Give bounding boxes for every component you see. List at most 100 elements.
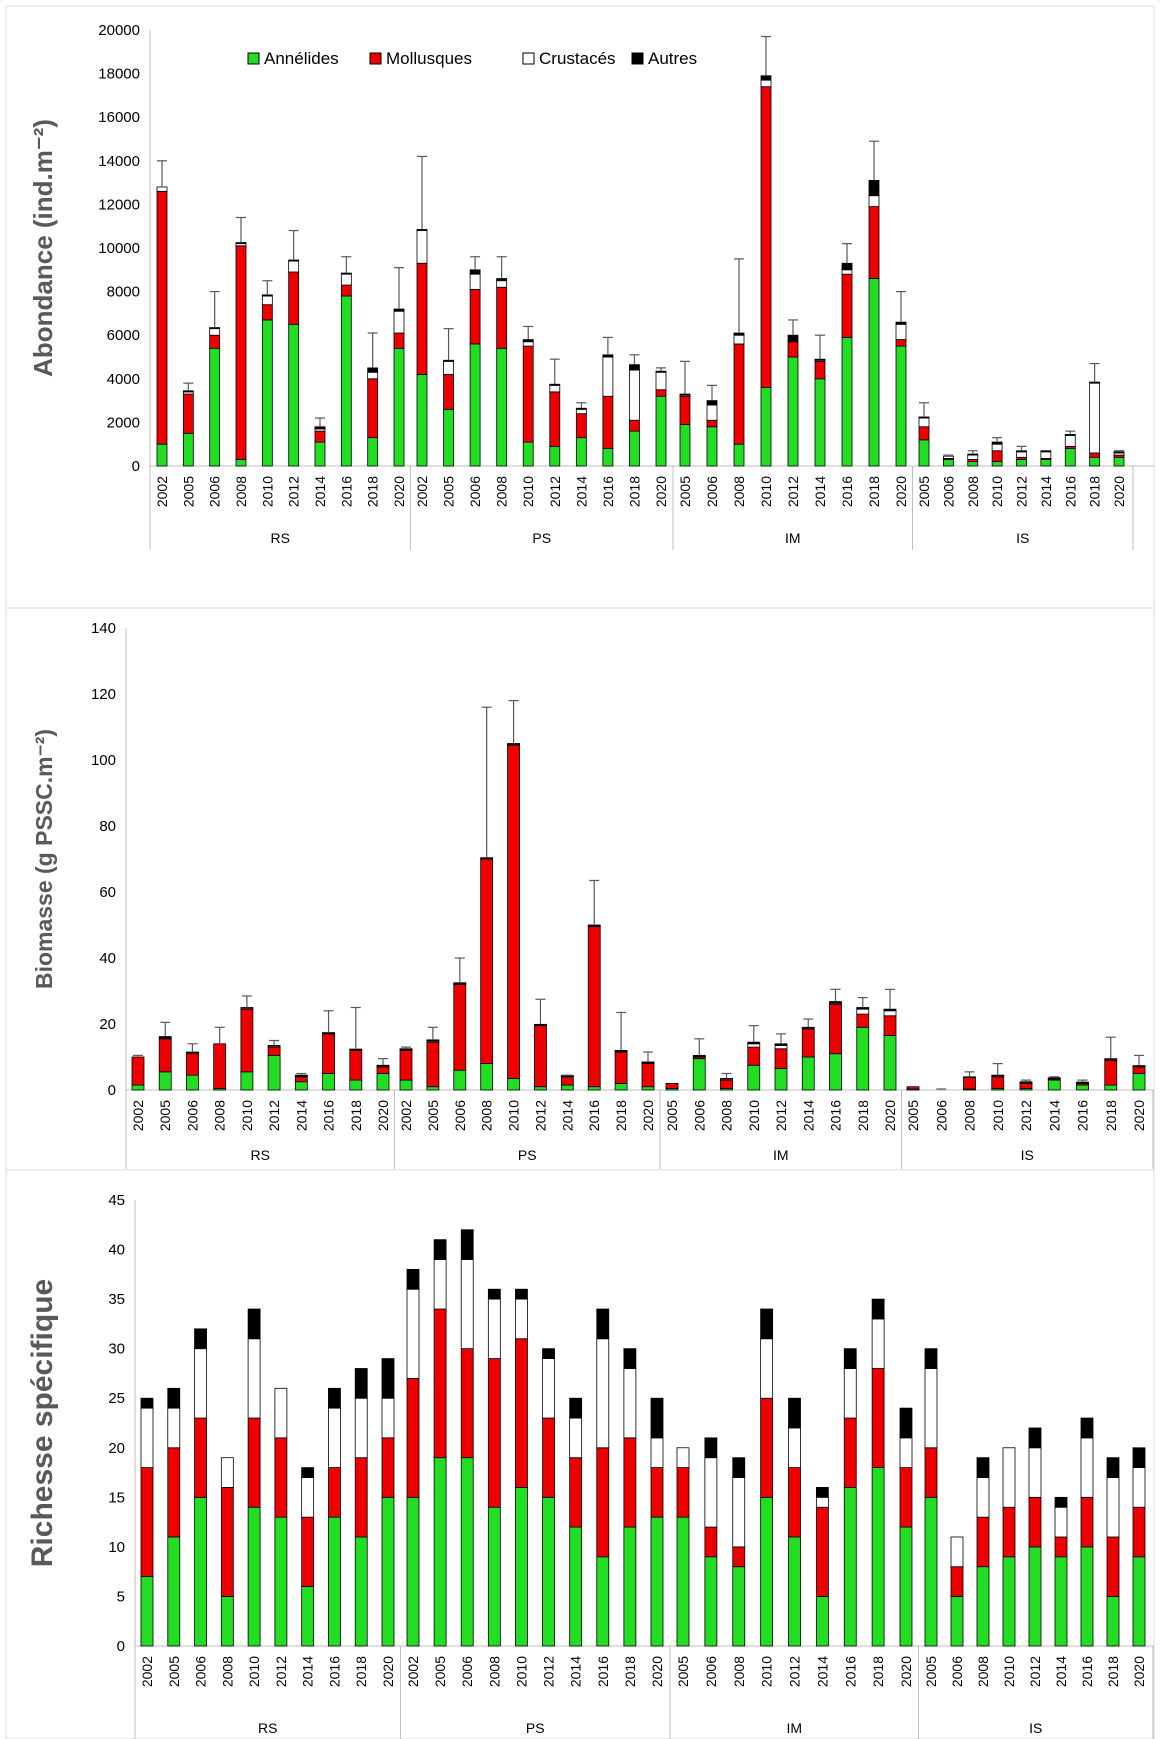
bar-segment-crustaces xyxy=(706,404,718,421)
site-label: IM xyxy=(773,1147,789,1163)
y-tick-label: 25 xyxy=(108,1390,125,1407)
x-tick-label: 2012 xyxy=(785,476,801,507)
bar-segment-annelides xyxy=(453,1069,467,1091)
bar-segment-autres xyxy=(140,1397,154,1409)
bar-segment-crustaces xyxy=(883,1010,897,1017)
site-label: RS xyxy=(251,1147,270,1163)
bar-segment-crustaces xyxy=(1028,1447,1042,1498)
bar-segment-mollusques xyxy=(841,273,853,338)
bar-segment-annelides xyxy=(182,432,194,467)
x-tick-label: 2005 xyxy=(432,1656,448,1687)
bar-segment-annelides xyxy=(322,1073,335,1091)
bar-segment-crustaces xyxy=(655,371,667,391)
bar-segment-annelides xyxy=(1016,459,1027,467)
y-tick-label: 80 xyxy=(99,818,116,835)
bar-segment-mollusques xyxy=(220,1487,234,1597)
bar-segment-mollusques xyxy=(140,1467,154,1578)
bar-segment-autres xyxy=(158,1036,172,1039)
bar-segment-autres xyxy=(167,1387,181,1409)
bar-segment-crustaces xyxy=(623,1368,637,1439)
bar-segment-autres xyxy=(883,1008,897,1012)
bar-segment-mollusques xyxy=(868,206,880,279)
x-tick-label: 2014 xyxy=(814,1656,830,1687)
bar-segment-mollusques xyxy=(156,190,168,445)
legend-label: Autres xyxy=(648,49,697,68)
bar-segment-mollusques xyxy=(963,1077,976,1090)
bar-segment-mollusques xyxy=(665,1083,679,1089)
bar-segment-annelides xyxy=(918,439,930,467)
x-tick-label: 2005 xyxy=(425,1100,441,1131)
bar-segment-mollusques xyxy=(354,1457,368,1538)
x-tick-label: 2002 xyxy=(130,1100,146,1131)
x-tick-label: 2018 xyxy=(855,1100,871,1131)
x-tick-label: 2010 xyxy=(520,476,536,507)
bar-segment-mollusques xyxy=(194,1417,207,1498)
legend-label: Crustacés xyxy=(539,49,616,68)
bar-segment-mollusques xyxy=(679,395,691,425)
x-tick-label: 2008 xyxy=(731,476,747,507)
bar-segment-annelides xyxy=(156,443,168,467)
x-tick-label: 2018 xyxy=(1103,1100,1119,1131)
y-tick-label: 10000 xyxy=(98,240,140,257)
bar-segment-annelides xyxy=(240,1071,254,1091)
bar-segment-mollusques xyxy=(328,1467,341,1518)
bar-segment-mollusques xyxy=(704,1526,718,1558)
x-tick-label: 2020 xyxy=(1131,1100,1147,1131)
bar-segment-crustaces xyxy=(569,1417,583,1459)
bar-segment-crustaces xyxy=(274,1387,288,1439)
bar-segment-annelides xyxy=(534,1086,547,1091)
chart-frame xyxy=(5,5,1155,609)
y-tick-label: 140 xyxy=(91,620,116,637)
x-tick-label: 2016 xyxy=(326,1656,342,1687)
bar-segment-annelides xyxy=(629,430,640,467)
bar-segment-autres xyxy=(587,924,601,927)
bar-segment-crustaces xyxy=(841,269,853,275)
bar-segment-annelides xyxy=(569,1526,583,1647)
bar-segment-crustaces xyxy=(733,334,745,345)
bar-segment-annelides xyxy=(140,1576,154,1647)
bar-segment-annelides xyxy=(967,461,979,467)
x-tick-label: 2002 xyxy=(414,476,430,507)
bar-segment-mollusques xyxy=(814,360,826,380)
bar-segment-autres xyxy=(602,354,614,358)
bar-segment-mollusques xyxy=(209,334,221,349)
bar-segment-annelides xyxy=(883,1035,897,1091)
bar-segment-crustaces xyxy=(496,280,508,288)
bar-segment-autres xyxy=(261,294,273,297)
bar-segment-crustaces xyxy=(140,1407,154,1468)
y-tick-label: 30 xyxy=(108,1341,125,1358)
bar-segment-autres xyxy=(895,321,907,325)
bar-segment-annelides xyxy=(1040,459,1052,467)
bar-segment-mollusques xyxy=(991,1076,1005,1089)
bar-segment-annelides xyxy=(1047,1079,1061,1091)
bar-segment-mollusques xyxy=(460,1348,474,1459)
bar-segment-mollusques xyxy=(655,389,667,397)
bar-segment-annelides xyxy=(261,319,273,467)
bar-segment-mollusques xyxy=(288,271,300,325)
bar-segment-crustaces xyxy=(340,273,352,286)
bar-segment-autres xyxy=(1016,450,1027,453)
bar-segment-autres xyxy=(322,1032,335,1034)
bar-segment-annelides xyxy=(487,1506,501,1647)
bar-segment-crustaces xyxy=(209,328,221,336)
bar-segment-crustaces xyxy=(301,1477,315,1518)
x-tick-label: 2008 xyxy=(962,1100,978,1131)
bar-segment-annelides xyxy=(788,1536,801,1647)
x-tick-label: 2014 xyxy=(312,476,328,507)
bar-segment-autres xyxy=(209,327,221,330)
bar-segment-crustaces xyxy=(460,1259,474,1350)
bar-segment-mollusques xyxy=(829,1003,842,1055)
bar-segment-crustaces xyxy=(515,1298,528,1340)
bar-segment-crustaces xyxy=(774,1045,788,1050)
bar-segment-annelides xyxy=(367,437,379,467)
x-tick-label: 2008 xyxy=(233,476,249,507)
bar-segment-crustaces xyxy=(815,1496,829,1508)
bar-segment-mollusques xyxy=(587,926,601,1088)
y-tick-label: 40 xyxy=(99,950,116,967)
bar-segment-mollusques xyxy=(788,1467,801,1538)
y-tick-label: 0 xyxy=(108,1082,116,1099)
bar-segment-autres xyxy=(522,339,534,343)
bar-segment-autres xyxy=(976,1457,990,1478)
bar-segment-autres xyxy=(376,1064,390,1067)
site-label: IM xyxy=(786,1720,802,1736)
